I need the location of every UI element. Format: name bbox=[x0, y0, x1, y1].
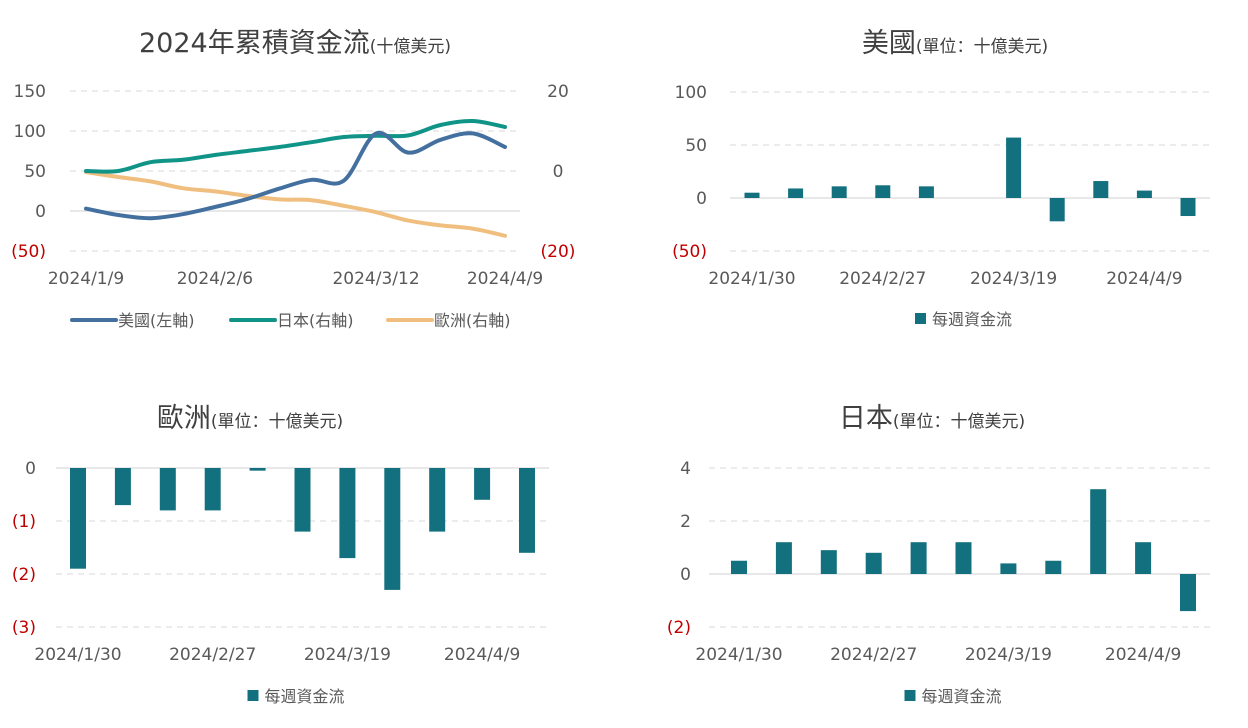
japan-bar bbox=[865, 552, 882, 574]
japan-bar bbox=[775, 542, 792, 574]
europe-bar bbox=[204, 468, 221, 511]
cumulative-chart-title: 2024年累積資金流(十億美元) bbox=[139, 28, 451, 59]
us-x-tick-label: 2024/2/27 bbox=[839, 269, 926, 289]
series-line-europe bbox=[84, 170, 507, 238]
us-y-tick-label: (50) bbox=[672, 242, 707, 262]
cumulative-right-tick-label: 0 bbox=[553, 162, 564, 182]
europe-bar bbox=[114, 468, 131, 506]
us-bar bbox=[1136, 190, 1152, 198]
japan-x-tick-label: 2024/3/19 bbox=[965, 645, 1052, 665]
japan-bar bbox=[1135, 542, 1152, 574]
cumulative-left-tick-label: 100 bbox=[14, 122, 46, 142]
europe-bar bbox=[159, 468, 176, 511]
legend-label-us: 美國(左軸) bbox=[118, 311, 195, 330]
us-x-tick-label: 2024/1/30 bbox=[708, 269, 795, 289]
europe-x-tick-label: 2024/3/19 bbox=[304, 645, 391, 665]
japan-y-tick-label: 0 bbox=[680, 565, 691, 585]
europe-y-tick-label: (1) bbox=[12, 512, 36, 532]
cumulative-left-tick-label: 50 bbox=[24, 162, 46, 182]
japan-title-main: 日本 bbox=[839, 403, 893, 434]
us-bar bbox=[1006, 137, 1022, 198]
japan-x-tick-label: 2024/2/27 bbox=[830, 645, 917, 665]
cumulative-x-tick-label: 2024/4/9 bbox=[467, 269, 543, 289]
cumulative-x-tick-label: 2024/3/12 bbox=[332, 269, 419, 289]
legend-label-japan: 日本(右軸) bbox=[277, 311, 354, 330]
europe-y-tick-label: 0 bbox=[25, 459, 36, 479]
us-legend-swatch bbox=[915, 313, 926, 324]
europe-bar bbox=[249, 468, 266, 471]
us-y-tick-label: 0 bbox=[696, 189, 707, 209]
europe-y-tick-label: (2) bbox=[12, 565, 36, 585]
us-title-unit: (單位：十億美元) bbox=[916, 37, 1048, 57]
europe-bar bbox=[429, 468, 446, 532]
cumulative-right-tick-label: 20 bbox=[547, 82, 569, 102]
europe-legend-swatch bbox=[247, 690, 259, 701]
us-bar bbox=[788, 188, 804, 198]
japan-x-tick-label: 2024/1/30 bbox=[695, 645, 782, 665]
us-x-tick-label: 2024/4/9 bbox=[1106, 269, 1182, 289]
europe-legend-label: 每週資金流 bbox=[265, 687, 345, 706]
japan-y-tick-label: 4 bbox=[680, 459, 691, 479]
cumulative-left-tick-label: 150 bbox=[14, 82, 46, 102]
japan-chart-title: 日本(單位：十億美元) bbox=[839, 403, 1025, 434]
japan-bar bbox=[820, 550, 837, 574]
europe-bar bbox=[294, 468, 311, 532]
europe-x-tick-label: 2024/2/27 bbox=[169, 645, 256, 665]
cumulative-title-main: 2024年累積資金流 bbox=[139, 28, 370, 59]
europe-chart-title: 歐洲(單位：十億美元) bbox=[157, 403, 343, 434]
legend-label-europe: 歐洲(右軸) bbox=[434, 311, 511, 330]
us-bar bbox=[1180, 198, 1196, 217]
japan-y-tick-label: (2) bbox=[667, 618, 691, 638]
cumulative-x-tick-label: 2024/1/9 bbox=[48, 269, 124, 289]
series-line-japan bbox=[84, 118, 507, 174]
europe-bar bbox=[70, 468, 86, 569]
us-bar bbox=[1049, 198, 1065, 222]
us-y-tick-label: 50 bbox=[685, 136, 707, 156]
japan-bar bbox=[955, 542, 972, 574]
europe-bar bbox=[339, 468, 356, 559]
cumulative-left-tick-label: (50) bbox=[11, 242, 46, 262]
cumulative-title-unit: (十億美元) bbox=[370, 37, 451, 57]
europe-title-main: 歐洲 bbox=[157, 403, 211, 434]
series-line-us bbox=[84, 130, 507, 221]
japan-bar bbox=[1090, 489, 1107, 574]
europe-title-unit: (單位：十億美元) bbox=[211, 412, 343, 432]
us-x-tick-label: 2024/3/19 bbox=[970, 269, 1057, 289]
cumulative-right-tick-label: (20) bbox=[541, 242, 576, 262]
europe-bar bbox=[474, 468, 491, 500]
japan-bar bbox=[1180, 574, 1196, 612]
us-title-main: 美國 bbox=[862, 28, 916, 59]
japan-bar bbox=[731, 560, 747, 574]
japan-y-tick-label: 2 bbox=[680, 512, 691, 532]
us-bar bbox=[831, 186, 847, 198]
europe-y-tick-label: (3) bbox=[12, 618, 36, 638]
japan-bar bbox=[1045, 560, 1062, 574]
us-legend-label: 每週資金流 bbox=[932, 310, 1012, 329]
us-bar bbox=[918, 186, 934, 198]
us-chart-title: 美國(單位：十億美元) bbox=[862, 28, 1048, 59]
europe-x-tick-label: 2024/1/30 bbox=[34, 645, 121, 665]
europe-x-tick-label: 2024/4/9 bbox=[444, 645, 520, 665]
cumulative-left-tick-label: 0 bbox=[35, 202, 46, 222]
us-y-tick-label: 100 bbox=[675, 83, 707, 103]
japan-bar bbox=[1000, 563, 1017, 574]
japan-title-unit: (單位：十億美元) bbox=[893, 412, 1025, 432]
japan-x-tick-label: 2024/4/9 bbox=[1105, 645, 1181, 665]
europe-bar bbox=[384, 468, 401, 590]
us-bar bbox=[744, 192, 760, 198]
japan-legend-label: 每週資金流 bbox=[922, 687, 1002, 706]
us-bar bbox=[875, 185, 891, 198]
japan-legend-swatch bbox=[904, 690, 916, 701]
japan-bar bbox=[910, 542, 927, 574]
us-bar bbox=[1093, 181, 1109, 198]
europe-bar bbox=[519, 468, 535, 553]
cumulative-x-tick-label: 2024/2/6 bbox=[177, 269, 253, 289]
